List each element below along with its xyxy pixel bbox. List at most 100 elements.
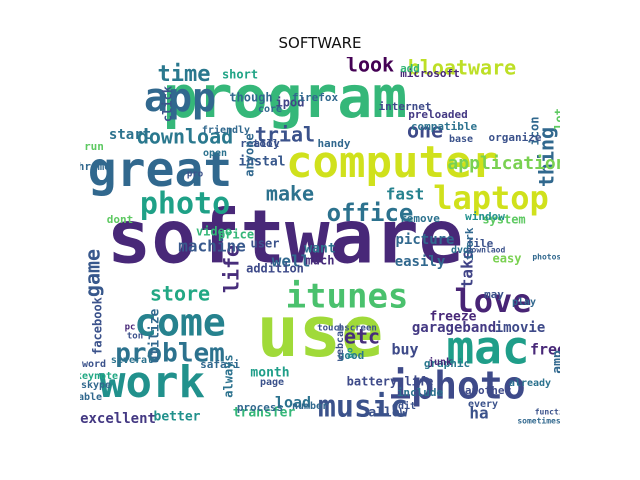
cloud-word: mac xyxy=(446,321,529,375)
cloud-word: easily xyxy=(395,254,446,270)
cloud-word: remove xyxy=(400,212,440,225)
cloud-word: anyone xyxy=(243,133,257,176)
cloud-word: excellent xyxy=(80,411,156,426)
cloud-word: game xyxy=(81,249,105,297)
cloud-word: icon xyxy=(528,117,542,146)
cloud-word: picture xyxy=(395,232,454,248)
cloud-word: transfer xyxy=(233,406,296,421)
cloud-word: price xyxy=(218,228,254,242)
cloud-word: go xyxy=(346,348,356,359)
cloud-word: window xyxy=(465,210,505,223)
cloud-word: allow xyxy=(368,406,407,421)
word-cloud: software program use computer mac great work co… xyxy=(80,57,560,426)
cloud-word: load xyxy=(275,394,311,412)
cloud-word: utilize xyxy=(148,308,163,363)
cloud-word: download xyxy=(137,125,233,149)
cloud-word: great xyxy=(88,142,233,198)
cloud-word: internet xyxy=(379,100,432,113)
cloud-word: office xyxy=(327,199,414,227)
cloud-word: easy xyxy=(493,252,522,266)
cloud-word: well xyxy=(272,252,311,271)
cloud-word: video xyxy=(196,225,232,239)
cloud-word: computer xyxy=(286,137,498,188)
cloud-word: look xyxy=(346,57,394,77)
cloud-word: better xyxy=(154,410,201,425)
cloud-word: start xyxy=(109,127,151,143)
cloud-word: freeze xyxy=(430,310,477,325)
cloud-word: sometimes xyxy=(517,416,560,426)
cloud-word: time xyxy=(158,62,211,87)
cloud-word: come xyxy=(134,301,226,345)
cloud-word: compatible xyxy=(411,120,478,133)
cloud-word: work xyxy=(99,357,205,408)
cloud-word: etc xyxy=(344,325,380,349)
cloud-word: user xyxy=(251,237,280,251)
cloud-word: addition xyxy=(246,262,304,276)
cloud-word: safari xyxy=(200,358,240,371)
cloud-word: firefox xyxy=(292,91,339,104)
cloud-word: month xyxy=(250,366,289,381)
cloud-word: use xyxy=(257,291,383,373)
cloud-word: dont xyxy=(107,213,134,226)
cloud-word: touchscreen xyxy=(317,324,377,334)
cloud-word: amp xyxy=(551,350,561,374)
cloud-word: microsoft xyxy=(400,67,460,80)
cloud-word: application xyxy=(447,153,560,174)
cloud-word: friendly xyxy=(202,124,250,136)
cloud-word: software xyxy=(107,195,463,281)
cloud-word: garageband xyxy=(412,320,496,336)
cloud-word: short xyxy=(222,68,258,82)
cloud-word: webcam xyxy=(335,325,346,361)
cloud-word: preloaded xyxy=(408,108,468,121)
cloud-word: machine xyxy=(178,237,245,256)
cloud-word: pc xyxy=(125,323,136,333)
cloud-word: word xyxy=(82,359,106,370)
cloud-word: problem xyxy=(115,339,225,369)
cloud-word: battery life xyxy=(347,375,434,389)
cloud-word: bloatware xyxy=(408,57,516,80)
cloud-word: page xyxy=(260,377,284,388)
cloud-word: program xyxy=(163,63,407,131)
cloud-word: keynote xyxy=(80,371,118,382)
cloud-word: play xyxy=(512,297,536,308)
cloud-word: file xyxy=(467,237,494,250)
cloud-word: dvd xyxy=(451,245,469,256)
cloud-word: iwork xyxy=(463,227,476,260)
cloud-word: ha xyxy=(469,404,488,423)
cloud-word: open xyxy=(203,148,227,159)
cloud-word: iphoto xyxy=(388,364,525,408)
cloud-word: laptop xyxy=(433,179,549,217)
cloud-word: instal xyxy=(239,155,286,170)
cloud-word: love xyxy=(454,282,531,320)
cloud-word: skype xyxy=(81,380,111,391)
cloud-word: much xyxy=(306,254,335,268)
cloud-word: run xyxy=(84,140,104,153)
cloud-word: one xyxy=(407,119,443,143)
cloud-word: handy xyxy=(317,137,350,150)
cloud-word: every xyxy=(468,399,498,410)
cloud-word: always xyxy=(222,354,236,397)
cloud-word: itunes xyxy=(286,277,409,317)
cloud-word: base xyxy=(449,134,473,145)
cloud-word: facebook xyxy=(91,296,105,355)
cloud-word: able xyxy=(80,392,102,403)
cloud-word: edit xyxy=(392,400,416,412)
cloud-word: another xyxy=(465,384,512,397)
cloud-word: free xyxy=(530,341,560,359)
chart-title: SOFTWARE xyxy=(278,34,362,52)
cloud-word: music xyxy=(318,390,408,425)
cloud-word: trial xyxy=(255,123,315,147)
cloud-word: good xyxy=(338,349,365,362)
cloud-word: fast xyxy=(386,185,425,204)
cloud-word: chrome xyxy=(80,160,111,173)
cloud-word: number xyxy=(292,401,328,412)
cloud-word: ton xyxy=(127,332,143,342)
cloud-word: photoshop xyxy=(532,253,560,262)
cloud-word: tool xyxy=(253,137,280,150)
cloud-word: app xyxy=(144,75,216,121)
cloud-word: thing xyxy=(535,127,559,187)
cloud-word: organize xyxy=(489,131,542,144)
cloud-word: take xyxy=(458,250,477,289)
word-cloud-canvas: software program use computer mac great work co… xyxy=(80,57,560,426)
cloud-word: several xyxy=(111,355,153,366)
